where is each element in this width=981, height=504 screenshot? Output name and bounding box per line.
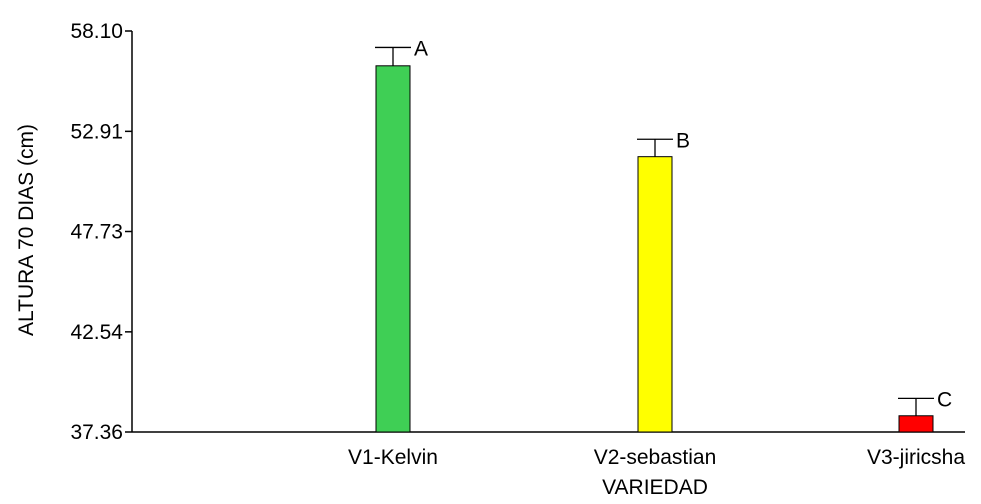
y-tick-label: 42.54 <box>70 321 123 344</box>
plot-area: 37.36 42.54 47.73 52.91 58.10 A V1-Kelvin B V2-s… <box>70 20 965 469</box>
group-letter: B <box>676 129 690 152</box>
bar-3 <box>898 415 934 433</box>
bar-1 <box>375 65 411 433</box>
x-tick-label: V1-Kelvin <box>348 446 438 469</box>
y-axis-title: ALTURA 70 DIAS (cm) <box>15 124 38 336</box>
y-tick-label: 58.10 <box>70 20 123 43</box>
y-tick-label: 47.73 <box>70 221 123 244</box>
x-tick-label: V3-jiricsha <box>867 446 965 469</box>
y-tick-label: 37.36 <box>70 421 123 444</box>
group-letter: A <box>414 37 428 60</box>
x-axis-title: VARIEDAD <box>602 476 708 499</box>
group-letter: C <box>937 388 952 411</box>
bar-2 <box>637 156 673 433</box>
x-tick-label: V2-sebastian <box>594 446 717 469</box>
y-tick-label: 52.91 <box>70 120 123 143</box>
